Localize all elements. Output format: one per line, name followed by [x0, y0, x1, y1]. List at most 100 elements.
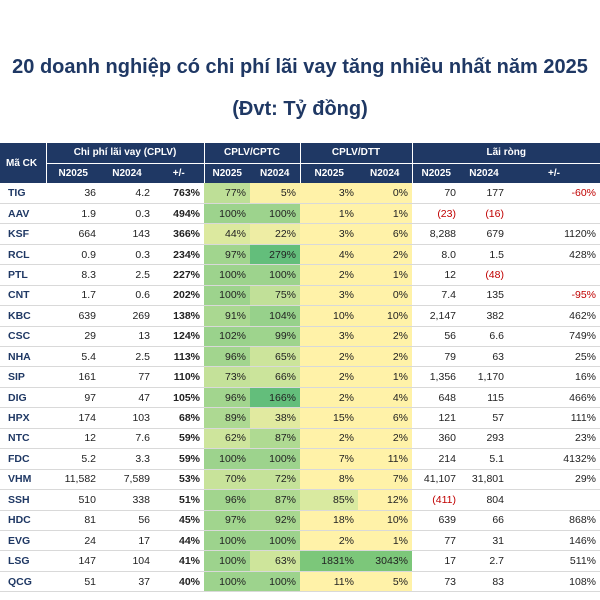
- cell-code: LSG: [0, 550, 46, 572]
- cell-l25: 79: [412, 346, 460, 368]
- cell-lchg: 462%: [508, 305, 600, 327]
- cell-lchg: 23%: [508, 428, 600, 450]
- cell-c24: 2.5: [100, 264, 154, 286]
- cell-l25: 360: [412, 428, 460, 450]
- cell-l24: (16): [460, 203, 508, 225]
- table-row: AAV 1.9 0.3 494% 100% 100% 1% 1% (23) (16): [0, 203, 600, 225]
- cell-d25: 85%: [300, 489, 358, 511]
- table-row: DIG 97 47 105% 96% 166% 2% 4% 648 115 466%: [0, 387, 600, 409]
- cell-l25: 73: [412, 571, 460, 593]
- cell-l24: 83: [460, 571, 508, 593]
- cell-c24: 143: [100, 223, 154, 245]
- table-row: KBC 639 269 138% 91% 104% 10% 10% 2,147 382 462%: [0, 305, 600, 327]
- cell-cchg: 138%: [154, 305, 204, 327]
- header-cptc-n2024: N2024: [250, 163, 300, 183]
- interest-expense-table: Mã CK Chi phí lãi vay (CPLV) CPLV/CPTC C…: [0, 143, 600, 593]
- cell-d24: 2%: [358, 428, 412, 450]
- cell-code: PTL: [0, 264, 46, 286]
- cell-cchg: 68%: [154, 407, 204, 429]
- cell-d25: 1831%: [300, 550, 358, 572]
- cell-d24: 5%: [358, 571, 412, 593]
- cell-c25: 29: [46, 326, 100, 348]
- cell-d25: 2%: [300, 346, 358, 368]
- cell-c25: 664: [46, 223, 100, 245]
- cell-cchg: 110%: [154, 366, 204, 388]
- cell-code: EVG: [0, 530, 46, 552]
- cell-f25: 77%: [204, 183, 250, 204]
- cell-l24: 177: [460, 183, 508, 204]
- cell-c24: 0.3: [100, 244, 154, 266]
- cell-lchg: [508, 203, 600, 225]
- cell-f25: 100%: [204, 571, 250, 593]
- cell-cchg: 494%: [154, 203, 204, 225]
- cell-f24: 104%: [250, 305, 300, 327]
- cell-c24: 17: [100, 530, 154, 552]
- cell-cchg: 59%: [154, 428, 204, 450]
- cell-f24: 5%: [250, 183, 300, 204]
- cell-cchg: 763%: [154, 183, 204, 204]
- table-row: RCL 0.9 0.3 234% 97% 279% 4% 2% 8.0 1.5 428%: [0, 244, 600, 266]
- cell-cchg: 202%: [154, 285, 204, 307]
- table-row: CSC 29 13 124% 102% 99% 3% 2% 56 6.6 749%: [0, 326, 600, 348]
- cell-d25: 2%: [300, 264, 358, 286]
- cell-lchg: 4132%: [508, 448, 600, 470]
- cell-c25: 11,582: [46, 469, 100, 491]
- cell-f24: 92%: [250, 510, 300, 531]
- cell-c25: 81: [46, 510, 100, 531]
- cell-cchg: 366%: [154, 223, 204, 245]
- cell-d24: 1%: [358, 530, 412, 552]
- header-group-dtt: CPLV/DTT: [299, 143, 412, 164]
- header-cplv-change: +/-: [154, 163, 204, 183]
- cell-d24: 6%: [358, 223, 412, 245]
- cell-l24: 57: [460, 407, 508, 429]
- table-row: PTL 8.3 2.5 227% 100% 100% 2% 1% 12 (48): [0, 264, 600, 286]
- cell-f24: 87%: [250, 428, 300, 450]
- cell-cchg: 105%: [154, 387, 204, 409]
- cell-cchg: 45%: [154, 510, 204, 531]
- cell-cchg: 234%: [154, 244, 204, 266]
- cell-code: QCG: [0, 571, 46, 593]
- cell-f25: 96%: [204, 346, 250, 368]
- top-strip: [0, 0, 600, 6]
- cell-d25: 3%: [300, 285, 358, 307]
- table-row: SSH 510 338 51% 96% 87% 85% 12% (411) 804: [0, 489, 600, 511]
- cell-d25: 2%: [300, 530, 358, 552]
- cell-f25: 96%: [204, 489, 250, 511]
- cell-l25: 214: [412, 448, 460, 470]
- cell-f24: 38%: [250, 407, 300, 429]
- cell-c24: 77: [100, 366, 154, 388]
- cell-f24: 279%: [250, 244, 300, 266]
- cell-c25: 8.3: [46, 264, 100, 286]
- cell-c25: 36: [46, 183, 100, 204]
- cell-f25: 100%: [204, 550, 250, 572]
- header-cplv-n2025: N2025: [45, 163, 100, 183]
- cell-cchg: 51%: [154, 489, 204, 511]
- cell-c24: 0.3: [100, 203, 154, 225]
- cell-l25: 12: [412, 264, 460, 286]
- cell-d25: 18%: [300, 510, 358, 531]
- cell-d25: 3%: [300, 223, 358, 245]
- cell-c25: 510: [46, 489, 100, 511]
- cell-cchg: 227%: [154, 264, 204, 286]
- cell-d24: 2%: [358, 326, 412, 348]
- cell-f24: 75%: [250, 285, 300, 307]
- cell-c25: 97: [46, 387, 100, 409]
- cell-code: FDC: [0, 448, 46, 470]
- cell-l24: 6.6: [460, 326, 508, 348]
- cell-lchg: 108%: [508, 571, 600, 593]
- cell-f25: 100%: [204, 530, 250, 552]
- cell-f25: 73%: [204, 366, 250, 388]
- cell-code: KSF: [0, 223, 46, 245]
- cell-code: NHA: [0, 346, 46, 368]
- cell-lchg: 16%: [508, 366, 600, 388]
- header-cplv-n2024: N2024: [100, 163, 154, 183]
- cell-d24: 2%: [358, 346, 412, 368]
- cell-d24: 10%: [358, 510, 412, 531]
- cell-cchg: 124%: [154, 326, 204, 348]
- table-row: HPX 174 103 68% 89% 38% 15% 6% 121 57 111%: [0, 407, 600, 429]
- header-cptc-n2025: N2025: [203, 163, 250, 183]
- cell-d25: 2%: [300, 366, 358, 388]
- table-row: VHM 11,582 7,589 53% 70% 72% 8% 7% 41,107 31,801 2…: [0, 469, 600, 491]
- cell-l24: 293: [460, 428, 508, 450]
- cell-d24: 1%: [358, 203, 412, 225]
